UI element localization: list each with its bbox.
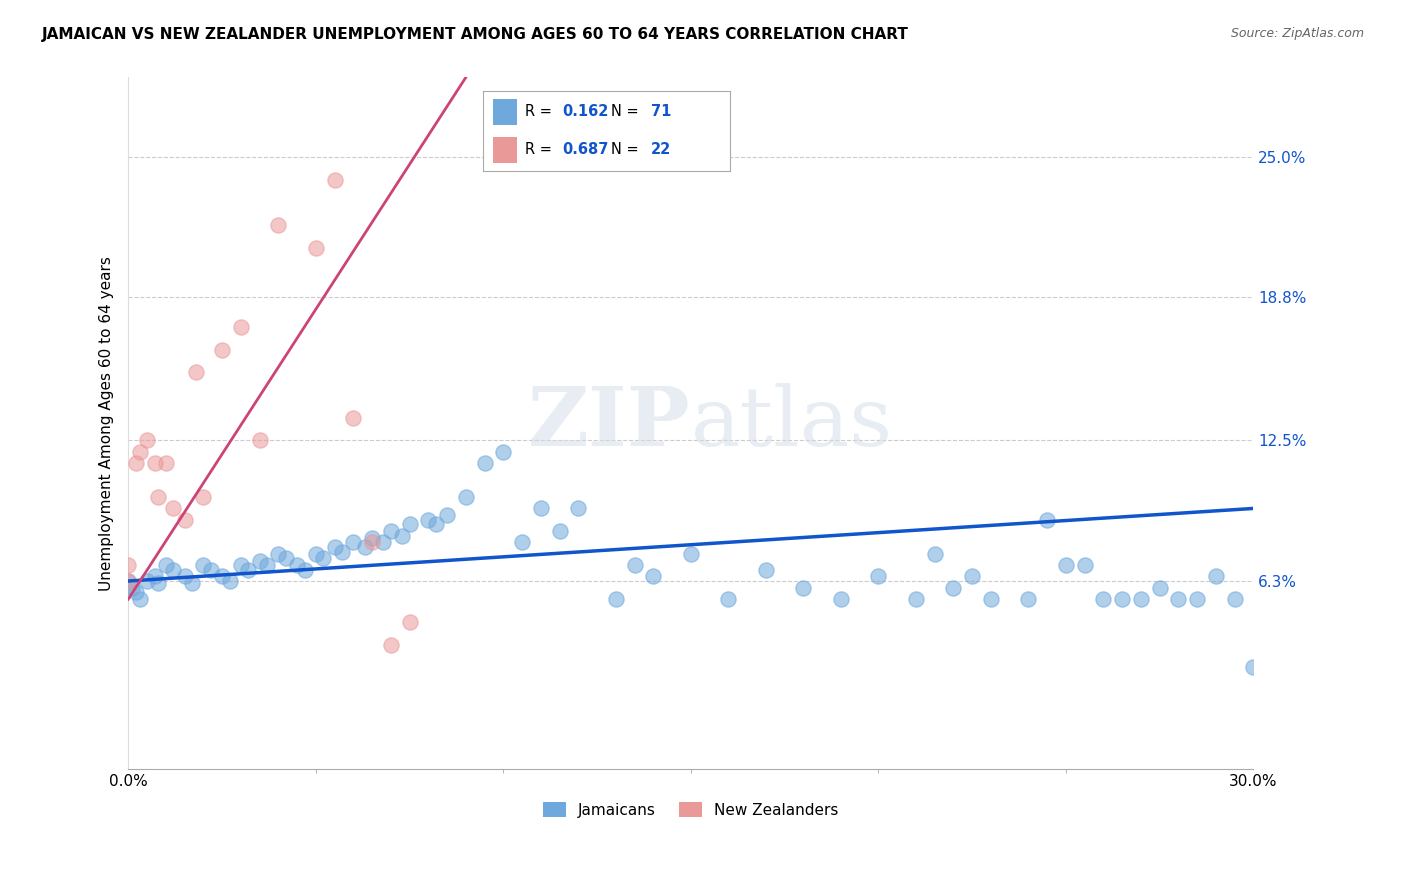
Point	[1241, 660, 1264, 674]
Legend: Jamaicans, New Zealanders: Jamaicans, New Zealanders	[537, 796, 845, 824]
Point	[162, 501, 184, 516]
Point	[904, 592, 927, 607]
Point	[125, 456, 148, 470]
Point	[792, 581, 814, 595]
Point	[184, 365, 207, 379]
Point	[361, 535, 384, 549]
Point	[980, 592, 1002, 607]
Point	[1017, 592, 1039, 607]
Point	[125, 585, 148, 599]
Point	[249, 434, 271, 448]
Point	[373, 535, 395, 549]
Point	[193, 558, 215, 573]
Point	[294, 563, 316, 577]
Point	[136, 434, 159, 448]
Point	[492, 444, 515, 458]
Point	[960, 569, 983, 583]
Point	[398, 517, 420, 532]
Point	[830, 592, 852, 607]
Point	[454, 490, 477, 504]
Point	[643, 569, 665, 583]
Point	[249, 553, 271, 567]
Point	[117, 574, 139, 588]
Point	[323, 172, 346, 186]
Point	[436, 508, 458, 523]
Point	[380, 524, 402, 538]
Point	[312, 551, 335, 566]
Point	[148, 490, 170, 504]
Point	[267, 218, 290, 232]
Point	[1167, 592, 1189, 607]
Point	[173, 513, 195, 527]
Point	[211, 343, 233, 357]
Point	[755, 563, 778, 577]
Point	[143, 569, 166, 583]
Point	[353, 540, 375, 554]
Point	[256, 558, 278, 573]
Point	[173, 569, 195, 583]
Point	[1223, 592, 1246, 607]
Point	[548, 524, 571, 538]
Point	[717, 592, 740, 607]
Text: ZIP: ZIP	[529, 384, 690, 463]
Point	[229, 320, 252, 334]
Point	[342, 410, 364, 425]
Point	[679, 547, 702, 561]
Point	[623, 558, 645, 573]
Point	[238, 563, 260, 577]
Point	[155, 456, 177, 470]
Point	[567, 501, 589, 516]
Point	[143, 456, 166, 470]
Point	[211, 569, 233, 583]
Point	[193, 490, 215, 504]
Text: JAMAICAN VS NEW ZEALANDER UNEMPLOYMENT AMONG AGES 60 TO 64 YEARS CORRELATION CHA: JAMAICAN VS NEW ZEALANDER UNEMPLOYMENT A…	[42, 27, 910, 42]
Point	[274, 551, 297, 566]
Point	[305, 241, 328, 255]
Text: atlas: atlas	[690, 384, 893, 463]
Point	[305, 547, 328, 561]
Point	[1205, 569, 1227, 583]
Point	[136, 574, 159, 588]
Text: Source: ZipAtlas.com: Source: ZipAtlas.com	[1230, 27, 1364, 40]
Point	[605, 592, 627, 607]
Point	[1185, 592, 1208, 607]
Point	[418, 513, 440, 527]
Point	[924, 547, 946, 561]
Point	[229, 558, 252, 573]
Point	[162, 563, 184, 577]
Point	[1073, 558, 1095, 573]
Y-axis label: Unemployment Among Ages 60 to 64 years: Unemployment Among Ages 60 to 64 years	[100, 256, 114, 591]
Point	[181, 576, 204, 591]
Point	[391, 529, 413, 543]
Point	[330, 544, 353, 558]
Point	[267, 547, 290, 561]
Point	[117, 574, 139, 588]
Point	[200, 563, 222, 577]
Point	[117, 558, 139, 573]
Point	[1054, 558, 1077, 573]
Point	[323, 540, 346, 554]
Point	[128, 444, 150, 458]
Point	[218, 574, 240, 588]
Point	[398, 615, 420, 629]
Point	[942, 581, 965, 595]
Point	[148, 576, 170, 591]
Point	[1036, 513, 1059, 527]
Point	[1092, 592, 1115, 607]
Point	[1129, 592, 1152, 607]
Point	[342, 535, 364, 549]
Point	[285, 558, 308, 573]
Point	[121, 581, 143, 595]
Point	[510, 535, 533, 549]
Point	[380, 638, 402, 652]
Point	[361, 531, 384, 545]
Point	[1149, 581, 1171, 595]
Point	[155, 558, 177, 573]
Point	[128, 592, 150, 607]
Point	[474, 456, 496, 470]
Point	[1111, 592, 1133, 607]
Point	[530, 501, 553, 516]
Point	[868, 569, 890, 583]
Point	[425, 517, 447, 532]
